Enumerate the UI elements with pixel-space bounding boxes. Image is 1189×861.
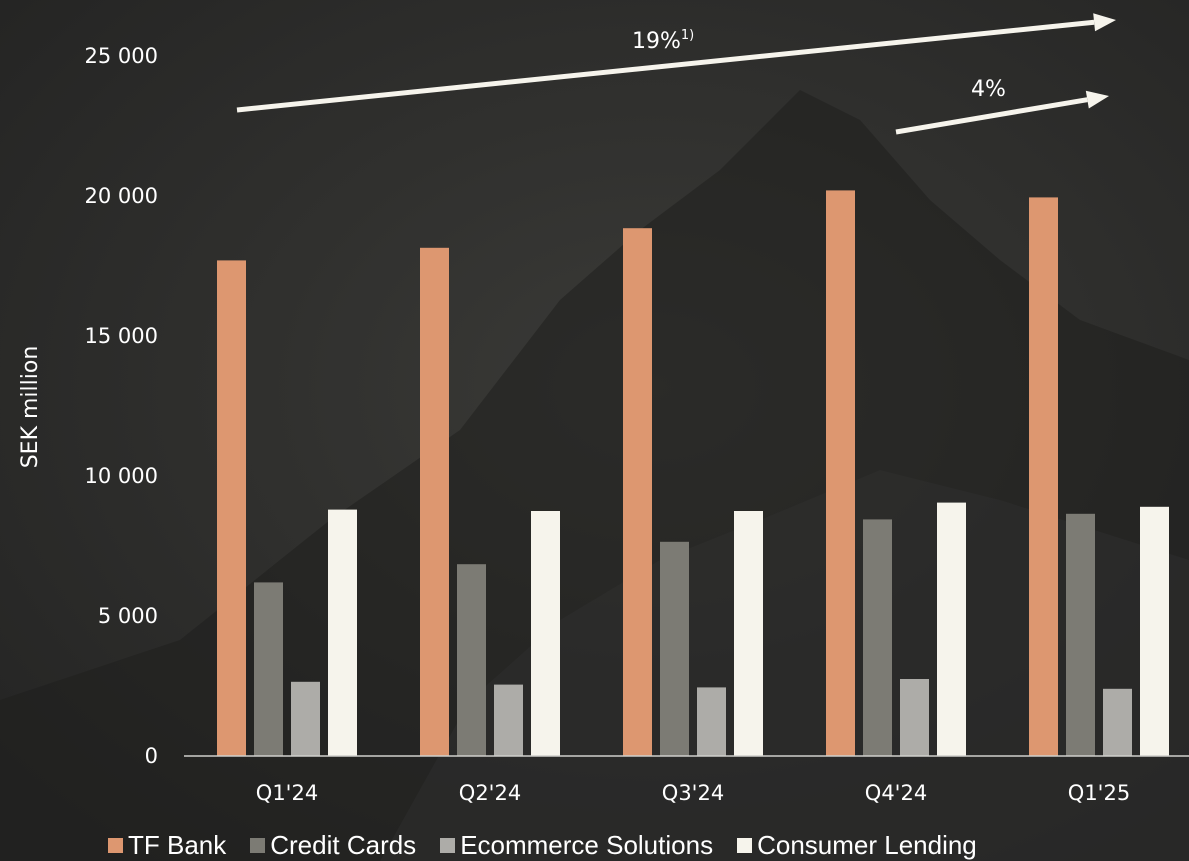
legend-label: Consumer Lending	[757, 830, 977, 860]
y-tick-label: 20 000	[85, 184, 158, 208]
bar-tf-bank	[217, 260, 246, 756]
legend-swatch	[440, 838, 456, 853]
legend-item: TF Bank	[108, 830, 226, 861]
bar-ecommerce-solutions	[494, 684, 523, 756]
legend-label: Ecommerce Solutions	[460, 830, 714, 860]
bar-credit-cards	[660, 541, 689, 756]
growth-label: 4%	[971, 77, 1006, 102]
legend-item: Credit Cards	[250, 830, 416, 861]
legend-item: Consumer Lending	[737, 830, 977, 861]
bar-ecommerce-solutions	[291, 681, 320, 756]
y-tick-label: 5 000	[98, 604, 158, 628]
y-axis-title: SEK million	[18, 346, 43, 469]
x-tick-label: Q1'25	[1068, 781, 1130, 805]
legend-swatch	[737, 838, 753, 853]
bar-consumer-lending	[328, 509, 357, 756]
x-axis: Q1'24 Q2'24 Q3'24 Q4'24 Q1'25	[256, 781, 1130, 805]
bar-ecommerce-solutions	[1103, 688, 1132, 756]
y-tick-label: 25 000	[85, 44, 158, 68]
bar-tf-bank	[1029, 197, 1058, 756]
y-tick-label: 10 000	[85, 464, 158, 488]
growth-arrow-head	[1085, 90, 1109, 109]
bar-consumer-lending	[734, 511, 763, 756]
x-tick-label: Q4'24	[865, 781, 927, 805]
y-axis: 0 5 000 10 000 15 000 20 000 25 000	[85, 44, 158, 768]
bar-credit-cards	[1066, 513, 1095, 756]
legend: TF Bank Credit Cards Ecommerce Solutions Co…	[108, 830, 1001, 861]
legend-item: Ecommerce Solutions	[440, 830, 713, 861]
bar-tf-bank	[420, 247, 449, 757]
bars	[217, 190, 1169, 757]
legend-label: TF Bank	[128, 830, 227, 860]
bar-ecommerce-solutions	[697, 687, 726, 756]
x-tick-label: Q3'24	[662, 781, 724, 805]
bar-credit-cards	[254, 582, 283, 756]
legend-swatch	[108, 838, 123, 853]
bar-consumer-lending	[1140, 506, 1169, 756]
bar-tf-bank	[826, 190, 855, 756]
bar-credit-cards	[457, 564, 486, 756]
y-tick-label: 0	[145, 744, 158, 768]
bar-credit-cards	[863, 519, 892, 756]
y-tick-label: 15 000	[85, 324, 158, 348]
bar-tf-bank	[623, 228, 652, 756]
growth-arrow-head	[1093, 13, 1116, 32]
x-tick-label: Q2'24	[459, 781, 521, 805]
bar-consumer-lending	[937, 502, 966, 756]
legend-swatch	[250, 838, 266, 853]
x-tick-label: Q1'24	[256, 781, 318, 805]
growth-arrow-line	[895, 97, 1088, 135]
growth-label: 19%1)	[632, 28, 694, 54]
growth-arrow-line	[236, 19, 1095, 113]
bar-consumer-lending	[531, 511, 560, 756]
legend-label: Credit Cards	[270, 830, 417, 860]
bar-ecommerce-solutions	[900, 679, 929, 756]
growth-annotations: 19%1) 4%	[236, 13, 1116, 135]
